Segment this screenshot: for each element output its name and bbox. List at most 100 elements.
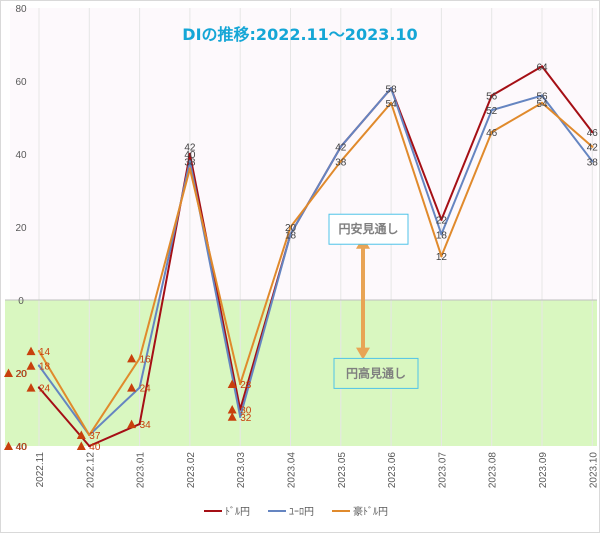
- chart-title: DIの推移:2022.11～2023.10: [182, 25, 417, 44]
- data-label: 54: [536, 99, 548, 110]
- data-point-eur: [239, 415, 242, 418]
- x-tick-label: 2023.01: [136, 452, 147, 489]
- data-label-negative: 20: [16, 369, 28, 380]
- data-point-eur: [490, 109, 493, 112]
- data-point-eur: [289, 233, 292, 236]
- x-tick-label: 2023.04: [287, 452, 298, 489]
- data-point-eur: [138, 386, 141, 389]
- data-point-aud: [440, 255, 443, 258]
- annotation-box-upper: [328, 213, 409, 245]
- negative-marker-triangle: [127, 419, 137, 429]
- data-label: 20: [285, 223, 297, 234]
- data-point-usd: [490, 94, 493, 97]
- data-point-eur: [37, 364, 41, 367]
- data-point-usd: [88, 444, 91, 448]
- x-tick-label: 2023.06: [387, 452, 398, 489]
- x-tick-label: 2023.05: [337, 452, 348, 489]
- data-point-aud: [239, 382, 242, 386]
- data-point-aud: [339, 160, 342, 163]
- x-tick-label: 2023.07: [437, 452, 448, 489]
- data-point-usd: [540, 65, 544, 68]
- data-point-aud: [188, 167, 192, 170]
- data-point-usd: [138, 422, 141, 426]
- data-label: 54: [386, 99, 398, 110]
- data-label-negative: 32: [240, 413, 252, 424]
- data-point-aud: [138, 357, 141, 360]
- negative-marker-triangle: [76, 441, 86, 450]
- data-point-aud: [37, 349, 41, 353]
- data-label: 42: [184, 143, 196, 154]
- x-tick-label: 2023.08: [488, 452, 499, 489]
- data-label: 46: [486, 128, 498, 139]
- x-tick-label: 2022.11: [35, 452, 46, 488]
- y-tick-label: 20: [15, 223, 27, 234]
- negative-marker-triangle: [26, 383, 36, 392]
- annotation-yen-strong: 円高見通し: [346, 365, 406, 380]
- negative-marker-triangle: [26, 346, 36, 356]
- data-label: 42: [587, 143, 599, 154]
- data-label-negative: 18: [39, 362, 51, 373]
- data-point-aud: [389, 101, 393, 105]
- negative-marker-triangle: [227, 412, 237, 421]
- x-tick-label: 2023.03: [236, 452, 247, 489]
- data-label-negative: 34: [140, 420, 152, 431]
- arrow-head-down: [356, 347, 370, 360]
- data-label: 18: [285, 230, 297, 241]
- data-label: 42: [335, 143, 347, 154]
- data-label-negative: 37: [89, 431, 101, 442]
- data-label: 38: [184, 157, 196, 168]
- y-tick-label: 80: [15, 4, 27, 15]
- negative-marker-triangle: [227, 405, 237, 414]
- data-point-eur: [389, 87, 393, 90]
- data-label: 52: [486, 106, 498, 117]
- data-label-negative: 14: [39, 347, 51, 358]
- data-label: 58: [386, 84, 398, 95]
- data-point-eur: [339, 145, 342, 148]
- positive-area-background: [10, 8, 597, 300]
- data-label: 64: [536, 62, 548, 73]
- data-label: 38: [335, 157, 347, 168]
- data-label-negative: 23: [240, 380, 252, 391]
- negative-marker-triangle: [4, 368, 13, 377]
- x-tick-label: 2023.09: [538, 452, 549, 489]
- legend-label-usd: ﾄﾞﾙ円: [225, 506, 250, 518]
- series-line-aud: [38, 101, 593, 437]
- legend-label-aud: 豪ﾄﾞﾙ円: [353, 505, 388, 518]
- data-label-negative: 40: [89, 442, 101, 453]
- data-point-eur: [440, 233, 443, 236]
- data-label-negative: 24: [140, 384, 152, 395]
- data-label: 22: [436, 216, 448, 227]
- data-point-aud: [88, 433, 91, 437]
- y-tick-label: 0: [18, 296, 24, 307]
- data-label-negative: 30: [240, 406, 252, 417]
- y-tick-label: 60: [15, 77, 27, 88]
- data-label: 38: [587, 157, 599, 168]
- x-tick-label: 2023.10: [588, 452, 599, 489]
- data-point-usd: [188, 152, 192, 156]
- negative-marker-triangle: [227, 379, 237, 388]
- data-label-negative: 16: [140, 354, 152, 365]
- y-tick-label: 20: [15, 369, 27, 380]
- data-point-aud: [591, 145, 594, 148]
- data-point-aud: [540, 101, 544, 105]
- x-tick-label: 2023.02: [186, 452, 197, 489]
- data-label: 56: [536, 92, 548, 103]
- data-label: 56: [486, 92, 498, 103]
- data-label: 46: [587, 128, 599, 139]
- negative-marker-triangle: [26, 361, 36, 370]
- data-label: 18: [436, 230, 448, 241]
- negative-marker-triangle: [76, 430, 86, 440]
- negative-marker-triangle: [127, 353, 137, 363]
- data-point-usd: [440, 218, 443, 221]
- series-line-eur: [38, 87, 594, 437]
- data-point-eur: [540, 94, 544, 97]
- data-point-eur: [591, 160, 594, 163]
- data-point-eur: [188, 160, 192, 163]
- annotation-box-lower: [333, 357, 419, 389]
- x-tick-label: 2022.12: [85, 452, 96, 489]
- data-label-negative: 40: [16, 442, 28, 453]
- legend-label-eur: ﾕｰﾛ円: [289, 507, 314, 518]
- negative-marker-triangle: [4, 441, 13, 450]
